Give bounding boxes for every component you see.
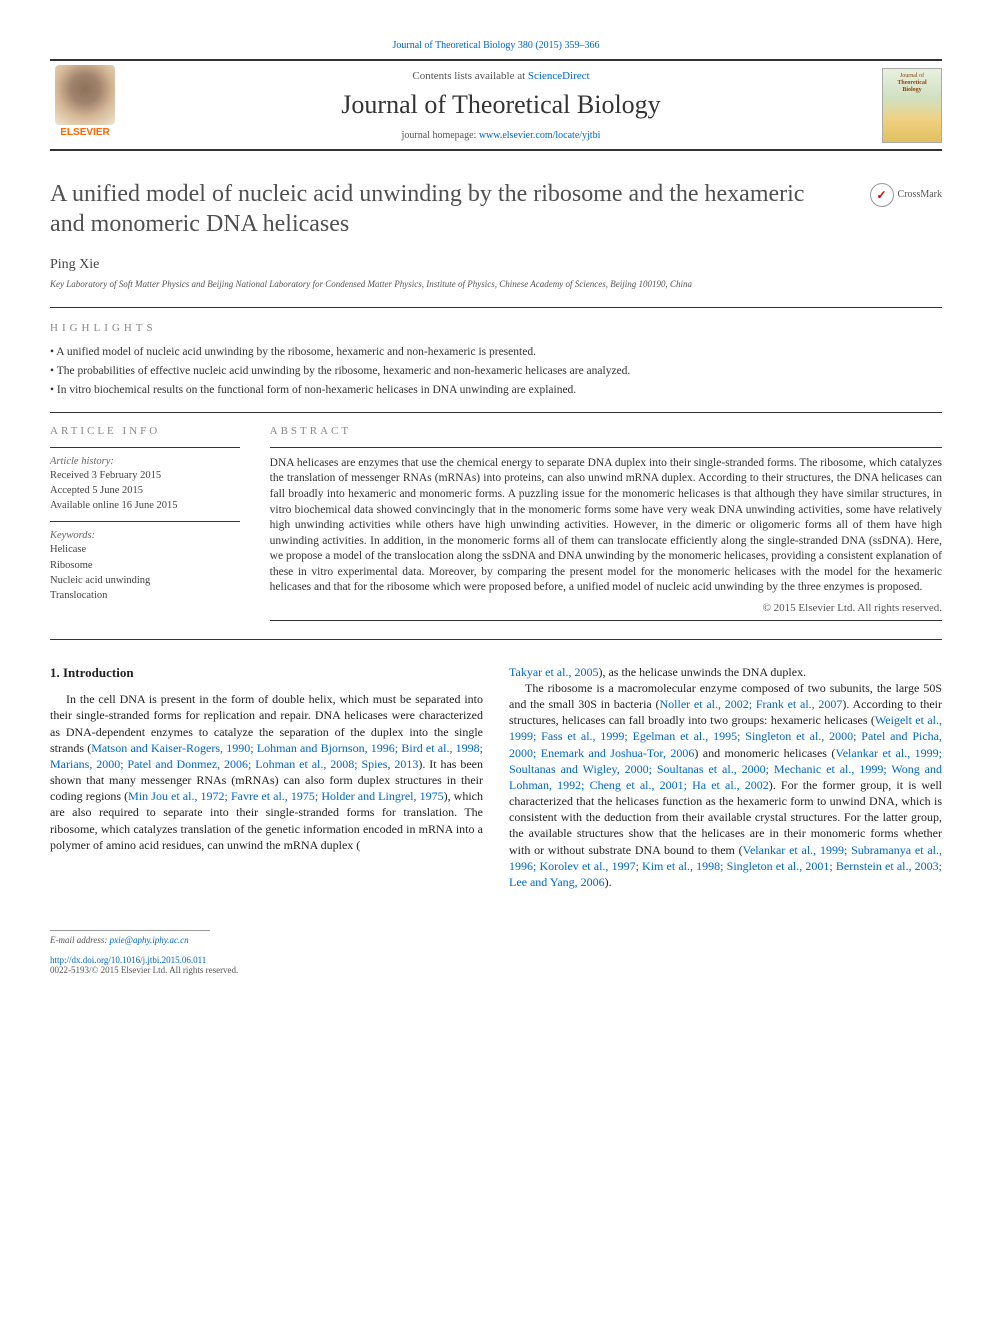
contents-prefix: Contents lists available at bbox=[412, 70, 527, 82]
keyword: Nucleic acid unwinding bbox=[50, 574, 240, 588]
crossmark-badge[interactable]: ✓ CrossMark bbox=[870, 183, 942, 207]
highlights-label: HIGHLIGHTS bbox=[50, 322, 942, 334]
sciencedirect-link[interactable]: ScienceDirect bbox=[528, 70, 590, 82]
intro-paragraph-2: The ribosome is a macromolecular enzyme … bbox=[509, 680, 942, 890]
footer-divider bbox=[50, 930, 210, 931]
journal-cover-thumbnail[interactable]: Journal of TheoreticalBiology bbox=[882, 68, 942, 143]
abstract-label: ABSTRACT bbox=[270, 425, 942, 437]
cover-text: Journal of TheoreticalBiology bbox=[883, 69, 941, 95]
highlight-item: A unified model of nucleic acid unwindin… bbox=[50, 344, 942, 360]
author-affiliation: Key Laboratory of Soft Matter Physics an… bbox=[50, 279, 942, 291]
copyright-line: © 2015 Elsevier Ltd. All rights reserved… bbox=[270, 602, 942, 614]
article-info-label: ARTICLE INFO bbox=[50, 425, 240, 437]
homepage-prefix: journal homepage: bbox=[402, 130, 479, 141]
body-text: 1. Introduction In the cell DNA is prese… bbox=[50, 664, 942, 891]
keyword: Helicase bbox=[50, 543, 240, 557]
page-footer: E-mail address: pxie@aphy.iphy.ac.cn htt… bbox=[50, 930, 942, 975]
article-history-heading: Article history: bbox=[50, 456, 240, 467]
elsevier-label: ELSEVIER bbox=[60, 127, 109, 138]
divider bbox=[50, 521, 240, 522]
citation-link[interactable]: Noller et al., 2002; Frank et al., 2007 bbox=[660, 697, 843, 711]
journal-header: ELSEVIER Contents lists available at Sci… bbox=[50, 59, 942, 151]
received-date: Received 3 February 2015 bbox=[50, 469, 240, 483]
elsevier-logo[interactable]: ELSEVIER bbox=[50, 65, 120, 145]
highlight-item: In vitro biochemical results on the func… bbox=[50, 382, 942, 398]
divider bbox=[270, 620, 942, 621]
crossmark-label: CrossMark bbox=[898, 189, 942, 202]
journal-name: Journal of Theoretical Biology bbox=[120, 90, 882, 120]
accepted-date: Accepted 5 June 2015 bbox=[50, 484, 240, 498]
author-email-link[interactable]: pxie@aphy.iphy.ac.cn bbox=[110, 935, 189, 945]
intro-paragraph-1-right: Takyar et al., 2005), as the helicase un… bbox=[509, 664, 942, 680]
journal-homepage-link[interactable]: www.elsevier.com/locate/yjtbi bbox=[479, 130, 601, 141]
author-name: Ping Xie bbox=[50, 257, 942, 273]
keyword: Ribosome bbox=[50, 559, 240, 573]
divider bbox=[50, 412, 942, 413]
divider bbox=[50, 447, 240, 448]
highlights-list: A unified model of nucleic acid unwindin… bbox=[50, 344, 942, 398]
doi-link[interactable]: http://dx.doi.org/10.1016/j.jtbi.2015.06… bbox=[50, 955, 206, 965]
introduction-heading: 1. Introduction bbox=[50, 664, 483, 682]
email-line: E-mail address: pxie@aphy.iphy.ac.cn bbox=[50, 935, 942, 945]
keywords-heading: Keywords: bbox=[50, 530, 240, 541]
elsevier-tree-icon bbox=[55, 65, 115, 125]
keyword: Translocation bbox=[50, 589, 240, 603]
online-date: Available online 16 June 2015 bbox=[50, 499, 240, 513]
journal-homepage-line: journal homepage: www.elsevier.com/locat… bbox=[120, 130, 882, 141]
abstract-text: DNA helicases are enzymes that use the c… bbox=[270, 456, 942, 596]
citation-link[interactable]: Takyar et al., 2005 bbox=[509, 665, 598, 679]
divider bbox=[50, 307, 942, 308]
highlight-item: The probabilities of effective nucleic a… bbox=[50, 363, 942, 379]
article-title: A unified model of nucleic acid unwindin… bbox=[50, 179, 942, 239]
citation-link[interactable]: Min Jou et al., 1972; Favre et al., 1975… bbox=[128, 789, 443, 803]
intro-paragraph-1-left: In the cell DNA is present in the form o… bbox=[50, 691, 483, 853]
crossmark-icon: ✓ bbox=[870, 183, 894, 207]
journal-page-citation[interactable]: Journal of Theoretical Biology 380 (2015… bbox=[50, 40, 942, 51]
divider bbox=[50, 639, 942, 640]
contents-line: Contents lists available at ScienceDirec… bbox=[120, 70, 882, 82]
issn-copyright: 0022-5193/© 2015 Elsevier Ltd. All right… bbox=[50, 965, 942, 975]
divider bbox=[270, 447, 942, 448]
